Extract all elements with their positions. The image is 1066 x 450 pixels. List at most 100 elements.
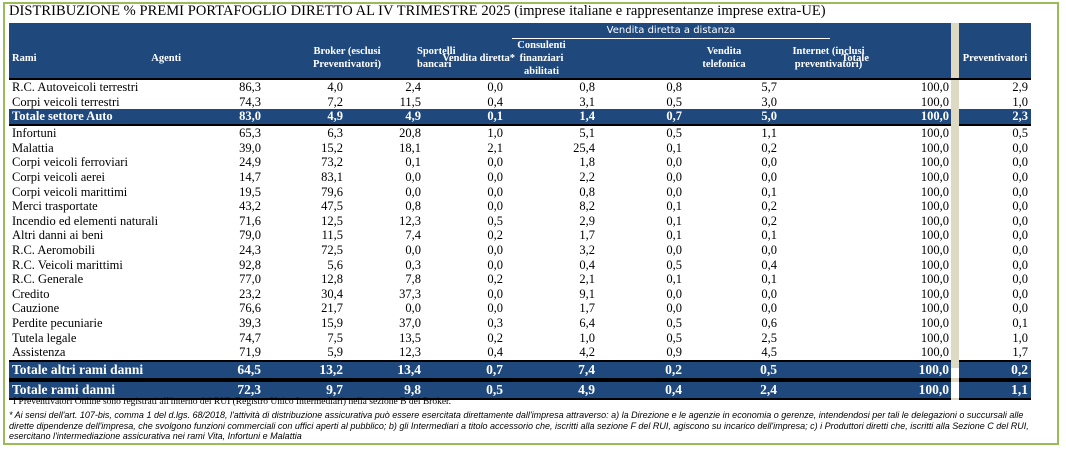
table-row: R.C. Generale 77,0 12,8 7,8 0,2 2,1 0,1 0,1 100,… xyxy=(9,272,1031,287)
cell-broker: 7,2 xyxy=(327,94,343,109)
cell-consulenti: 0,0 xyxy=(487,199,503,214)
cell-vendita-diretta: 5,1 xyxy=(579,126,595,141)
header-label-line: Rami xyxy=(12,53,37,64)
cell-sportelli: 37,3 xyxy=(399,286,421,301)
cell-agenti: 76,6 xyxy=(239,301,261,316)
cell-vendita-diretta: 1,0 xyxy=(579,330,595,345)
cell-consulenti: 0,2 xyxy=(487,330,503,345)
cell-preventivatori: 0,0 xyxy=(1012,184,1028,199)
cell-sportelli: 4,9 xyxy=(405,109,421,124)
row-label: Altri danni ai beni xyxy=(12,228,104,243)
table-row: Incendio ed elementi naturali 71,6 12,5 12,… xyxy=(9,214,1031,229)
cell-internet: 2,5 xyxy=(761,330,777,345)
cell-consulenti: 0,0 xyxy=(487,242,503,257)
total-row: Totale altri rami danni 64,5 13,2 13,4 0,7 7,… xyxy=(9,361,1031,378)
cell-vendita-telefonica: 0,1 xyxy=(666,199,682,214)
table-row: R.C. Aeromobili 24,3 72,5 0,0 0,0 3,2 0,0 0,0 10… xyxy=(9,243,1031,258)
header-preventivatori: Preventivatori xyxy=(959,52,1031,65)
cell-agenti: 72,3 xyxy=(237,381,261,397)
cell-broker: 47,5 xyxy=(321,199,343,214)
cell-agenti: 39,0 xyxy=(239,140,261,155)
cell-vendita-diretta: 1,8 xyxy=(579,155,595,170)
table-row: Tutela legale 74,7 7,5 13,5 0,2 1,0 0,5 2,5 100,… xyxy=(9,331,1031,346)
table-header-preventivatori: Preventivatori xyxy=(959,23,1031,78)
cell-preventivatori: 2,9 xyxy=(1012,80,1028,94)
header-group-vendita-distanza: Vendita diretta a distanza xyxy=(606,25,736,36)
cell-vendita-telefonica: 0,7 xyxy=(666,109,682,124)
cell-totale: 100,0 xyxy=(920,80,949,94)
cell-agenti: 77,0 xyxy=(239,272,261,287)
cell-sportelli: 0,8 xyxy=(405,199,421,214)
cell-vendita-telefonica: 0,0 xyxy=(666,286,682,301)
cell-vendita-telefonica: 0,5 xyxy=(666,330,682,345)
cell-preventivatori: 1,0 xyxy=(1012,94,1028,109)
table-row: Corpi veicoli terrestri 74,3 7,2 11,5 0,4 3,1… xyxy=(9,95,1031,110)
header-label-line: finanziari xyxy=(519,53,564,64)
table-row: Malattia 39,0 15,2 18,1 2,1 25,4 0,1 0,2 100,0 0,… xyxy=(9,141,1031,156)
cell-totale: 100,0 xyxy=(920,286,949,301)
cell-totale: 100,0 xyxy=(920,272,949,287)
cell-consulenti: 0,0 xyxy=(487,155,503,170)
cell-totale: 100,0 xyxy=(920,315,949,330)
cell-internet: 0,2 xyxy=(761,213,777,228)
cell-sportelli: 12,3 xyxy=(399,345,421,360)
row-divider-gap xyxy=(951,359,959,362)
cell-preventivatori: 0,0 xyxy=(1012,155,1028,170)
cell-agenti: 19,5 xyxy=(239,184,261,199)
total-row-bg xyxy=(9,361,951,378)
header-label-line: Preventivatori xyxy=(962,53,1028,64)
cell-totale: 100,0 xyxy=(920,199,949,214)
table-header: Rami Agenti Broker (esclusi Preventivator… xyxy=(9,23,951,78)
header-rami: Rami xyxy=(12,52,37,65)
row-label: R.C. Veicoli marittimi xyxy=(12,257,123,272)
header-label-line: Agenti xyxy=(151,53,181,64)
header-label-line: Preventivatori) xyxy=(312,59,382,70)
table-row: Corpi veicoli marittimi 19,5 79,6 0,0 0,0 0,8… xyxy=(9,185,1031,200)
cell-broker: 83,1 xyxy=(321,169,343,184)
cell-vendita-diretta: 0,4 xyxy=(579,257,595,272)
cell-internet: 0,1 xyxy=(761,272,777,287)
cell-vendita-telefonica: 0,8 xyxy=(666,80,682,94)
header-sportelli: Sportelli bancari xyxy=(417,45,456,71)
header-vendita-diretta: Vendita diretta* xyxy=(442,52,515,65)
table-row: Altri danni ai beni 79,0 11,5 7,4 0,2 1,7 0,1 0… xyxy=(9,228,1031,243)
cell-agenti: 92,8 xyxy=(239,257,261,272)
table-row: R.C. Veicoli marittimi 92,8 5,6 0,3 0,0 0,4 0,… xyxy=(9,258,1031,273)
row-divider-gap xyxy=(951,124,959,127)
cell-agenti: 74,3 xyxy=(239,94,261,109)
cell-vendita-telefonica: 0,0 xyxy=(666,155,682,170)
cell-consulenti: 0,5 xyxy=(486,381,503,397)
cell-vendita-diretta: 1,7 xyxy=(579,301,595,316)
cell-broker: 4,9 xyxy=(327,109,343,124)
header-broker: Broker (esclusi Preventivatori) xyxy=(292,45,402,71)
cell-preventivatori: 0,0 xyxy=(1012,286,1028,301)
table-row: Perdite pecuniarie 39,3 15,9 37,0 0,3 6,4 0,5 0… xyxy=(9,316,1031,331)
cell-preventivatori: 0,0 xyxy=(1012,242,1028,257)
row-divider-gap xyxy=(951,397,959,400)
cell-broker: 13,2 xyxy=(319,361,343,377)
header-label-line: Totale xyxy=(841,53,869,64)
header-agenti: Agenti xyxy=(151,52,181,65)
total-row-bg xyxy=(959,109,1031,125)
cell-consulenti: 0,2 xyxy=(487,228,503,243)
cell-sportelli: 2,4 xyxy=(405,80,421,94)
header-label-line: Broker (esclusi xyxy=(313,46,381,57)
cell-totale: 100,0 xyxy=(920,213,949,228)
cell-consulenti: 0,4 xyxy=(487,345,503,360)
cell-broker: 12,8 xyxy=(321,272,343,287)
cell-consulenti: 0,3 xyxy=(487,315,503,330)
cell-internet: 5,0 xyxy=(761,109,777,124)
row-label: Perdite pecuniarie xyxy=(12,315,103,330)
cell-agenti: 24,9 xyxy=(239,155,261,170)
row-divider xyxy=(9,377,1031,380)
row-label: Corpi veicoli marittimi xyxy=(12,184,128,199)
cell-preventivatori: 0,0 xyxy=(1012,228,1028,243)
row-label: Incendio ed elementi naturali xyxy=(12,213,159,228)
cell-internet: 0,0 xyxy=(761,301,777,316)
row-label: R.C. Autoveicoli terrestri xyxy=(12,80,139,94)
cell-internet: 0,0 xyxy=(761,155,777,170)
cell-broker: 11,5 xyxy=(321,228,343,243)
cell-sportelli: 7,8 xyxy=(405,272,421,287)
cell-sportelli: 7,4 xyxy=(405,228,421,243)
row-divider-gap xyxy=(951,379,959,382)
